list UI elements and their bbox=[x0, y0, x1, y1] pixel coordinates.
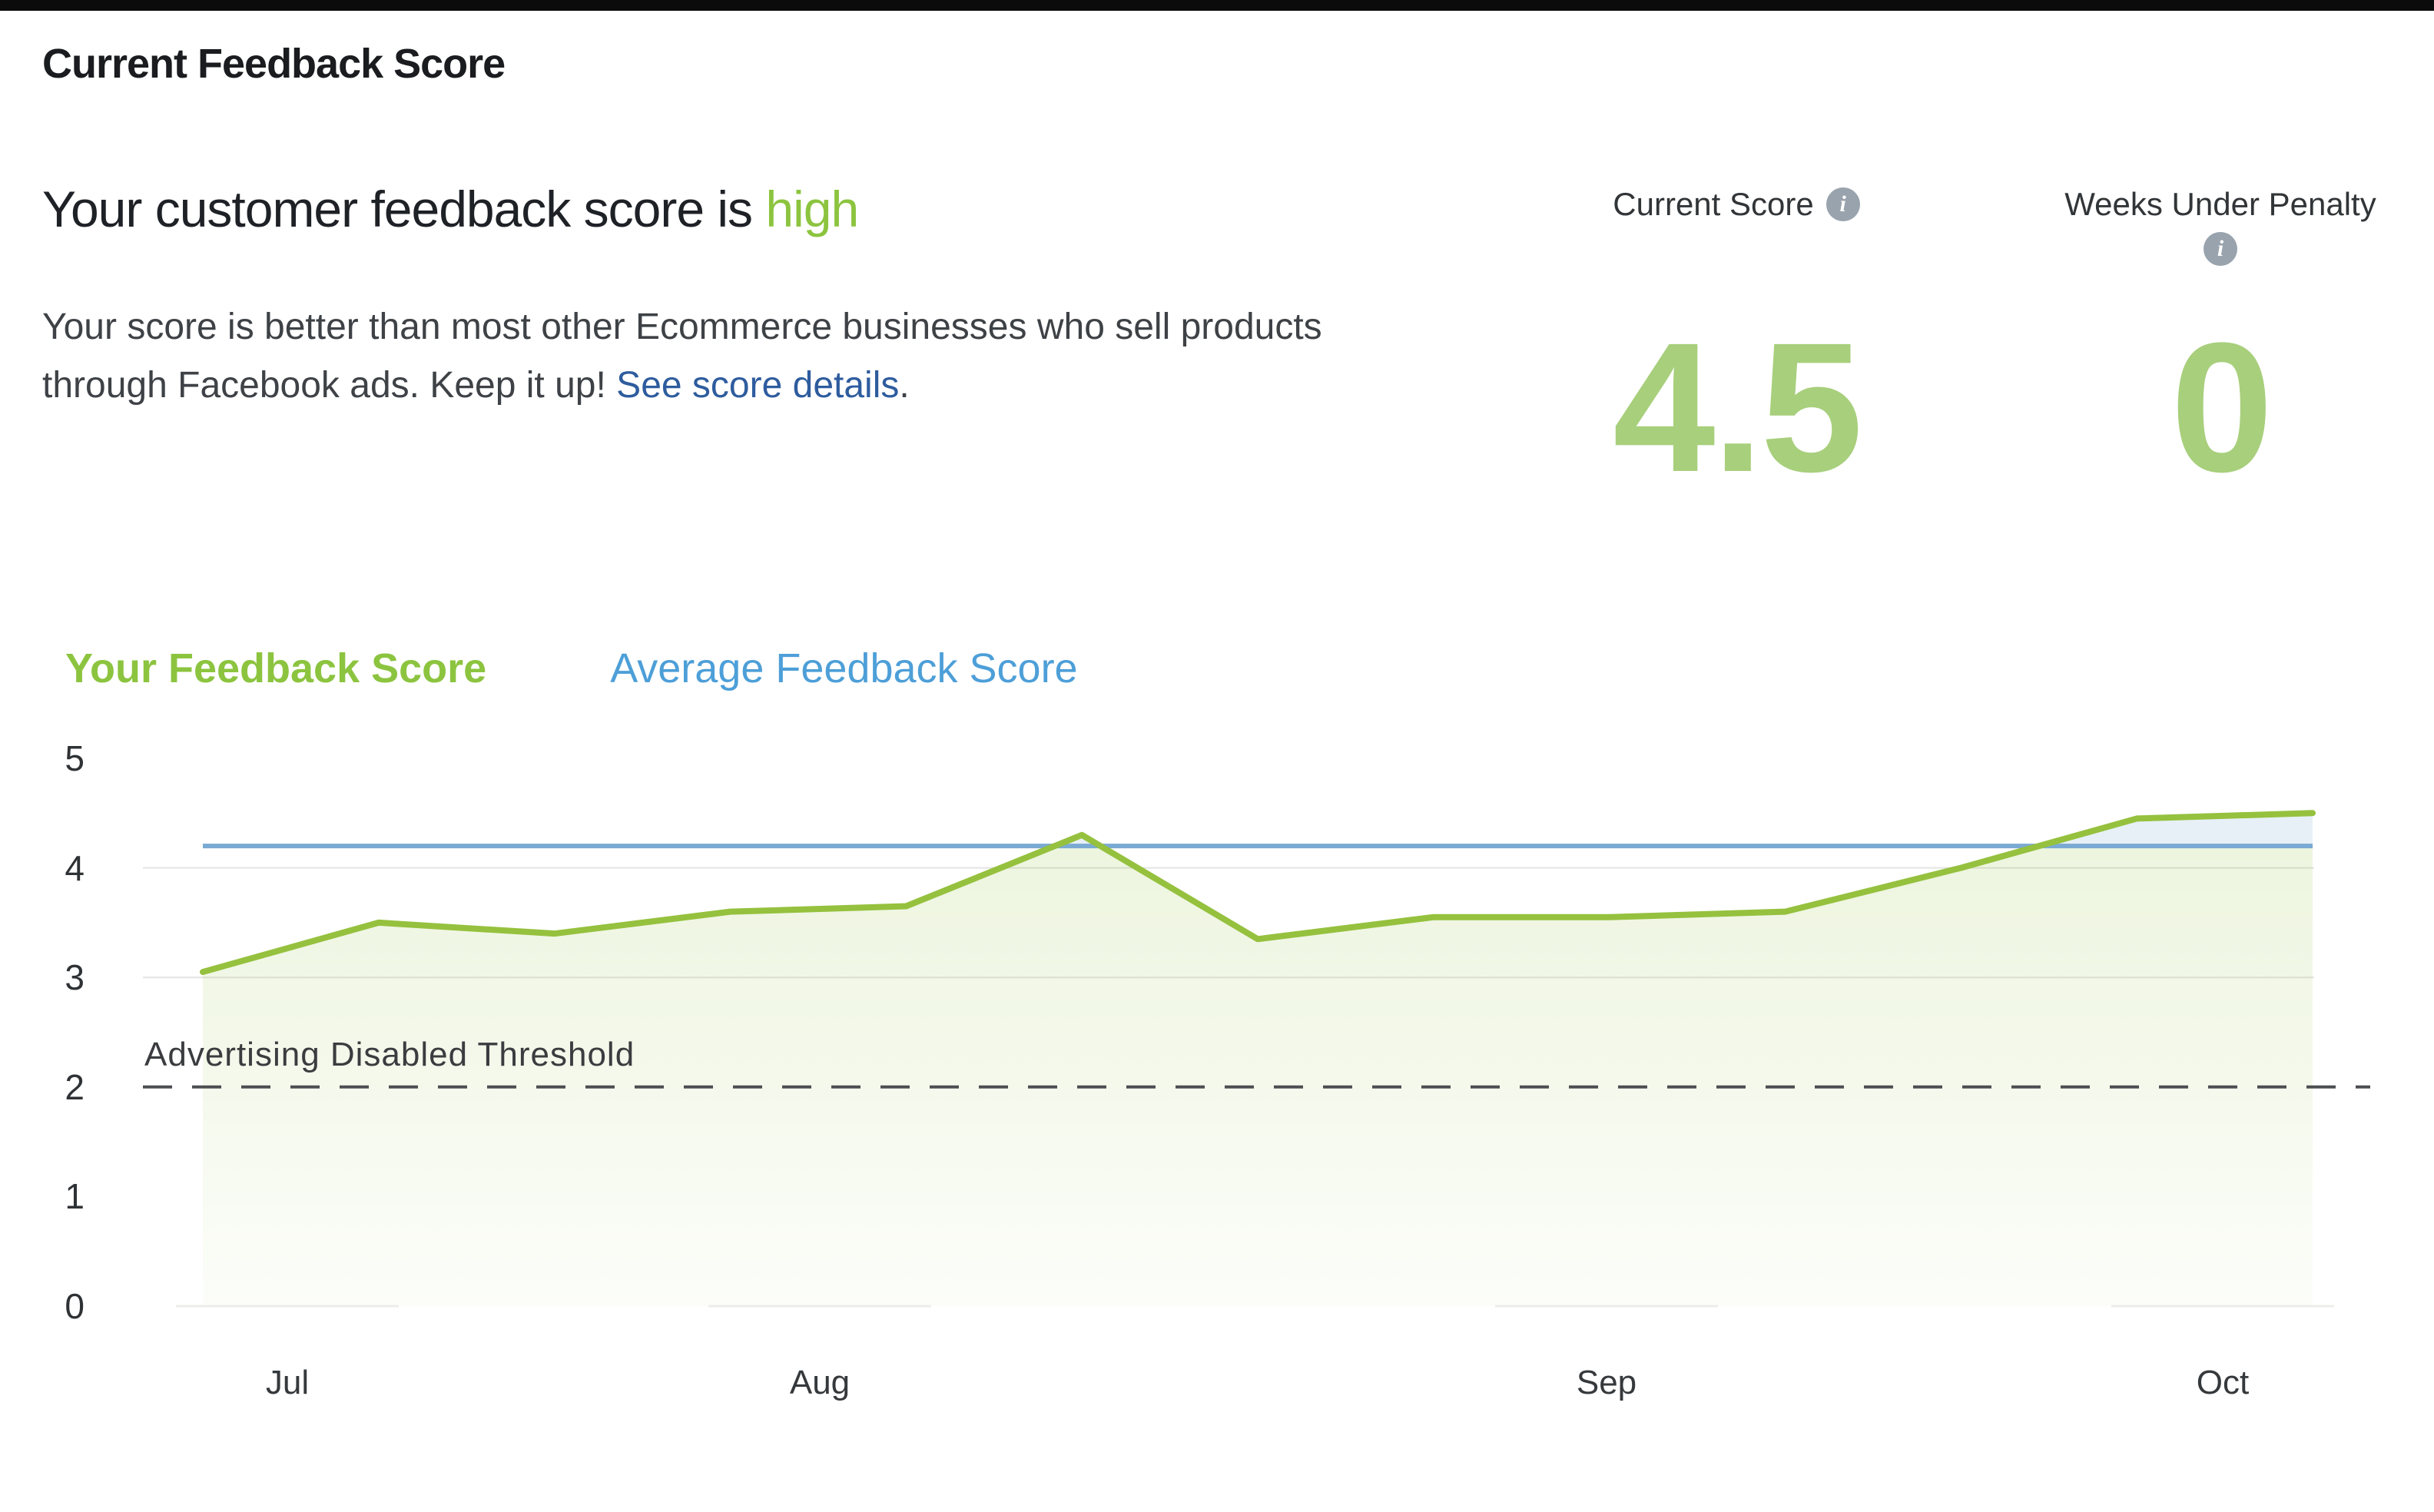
current-score-info-icon[interactable]: i bbox=[1826, 187, 1860, 221]
legend-your-feedback-score[interactable]: Your Feedback Score bbox=[65, 645, 487, 691]
x-axis-label-jul: Jul bbox=[265, 1364, 310, 1401]
chart-legend: Your Feedback Score Average Feedback Sco… bbox=[65, 644, 1078, 693]
top-bar bbox=[0, 0, 2434, 11]
y-axis-label-3: 3 bbox=[65, 957, 85, 998]
current-score-value: 4.5 bbox=[1613, 304, 1863, 510]
score-description-line2: through Facebook ads. Keep it up! bbox=[42, 365, 617, 406]
current-score-label: Current Score bbox=[1613, 186, 1814, 222]
page-title: Current Feedback Score bbox=[42, 41, 506, 87]
see-score-details-link[interactable]: See score details bbox=[616, 365, 900, 406]
score-summary-highlight: high bbox=[765, 181, 859, 237]
y-axis-label-4: 4 bbox=[65, 847, 85, 888]
y-axis-label-1: 1 bbox=[65, 1176, 85, 1217]
y-axis-label-5: 5 bbox=[65, 738, 85, 778]
y-axis-label-0: 0 bbox=[65, 1286, 85, 1326]
weeks-under-penalty-info-icon[interactable]: i bbox=[2204, 232, 2237, 266]
score-summary-prefix: Your customer feedback score is bbox=[42, 181, 766, 237]
x-axis-label-aug: Aug bbox=[789, 1364, 851, 1401]
current-score-stat: Current Score i 4.5 bbox=[1560, 184, 1913, 553]
y-axis-label-2: 2 bbox=[65, 1066, 85, 1107]
weeks-under-penalty-stat: Weeks Under Penalty i 0 bbox=[2013, 184, 2428, 553]
weeks-under-penalty-label: Weeks Under Penalty bbox=[2064, 186, 2376, 222]
x-axis-label-oct: Oct bbox=[2196, 1364, 2250, 1401]
threshold-label: Advertising Disabled Threshold bbox=[144, 1036, 635, 1073]
x-axis-label-sep: Sep bbox=[1576, 1364, 1637, 1401]
between-series-fill bbox=[1054, 813, 2313, 847]
score-description: Your score is better than most other Eco… bbox=[42, 298, 1322, 415]
legend-average-feedback-score[interactable]: Average Feedback Score bbox=[610, 645, 1078, 691]
score-summary-heading: Your customer feedback score is high bbox=[42, 178, 859, 240]
score-description-line1: Your score is better than most other Eco… bbox=[42, 307, 1322, 347]
score-description-period: . bbox=[899, 365, 910, 406]
weeks-under-penalty-value: 0 bbox=[2170, 304, 2273, 510]
your-score-area-fill bbox=[203, 813, 2313, 1306]
your-score-line bbox=[200, 810, 2316, 976]
